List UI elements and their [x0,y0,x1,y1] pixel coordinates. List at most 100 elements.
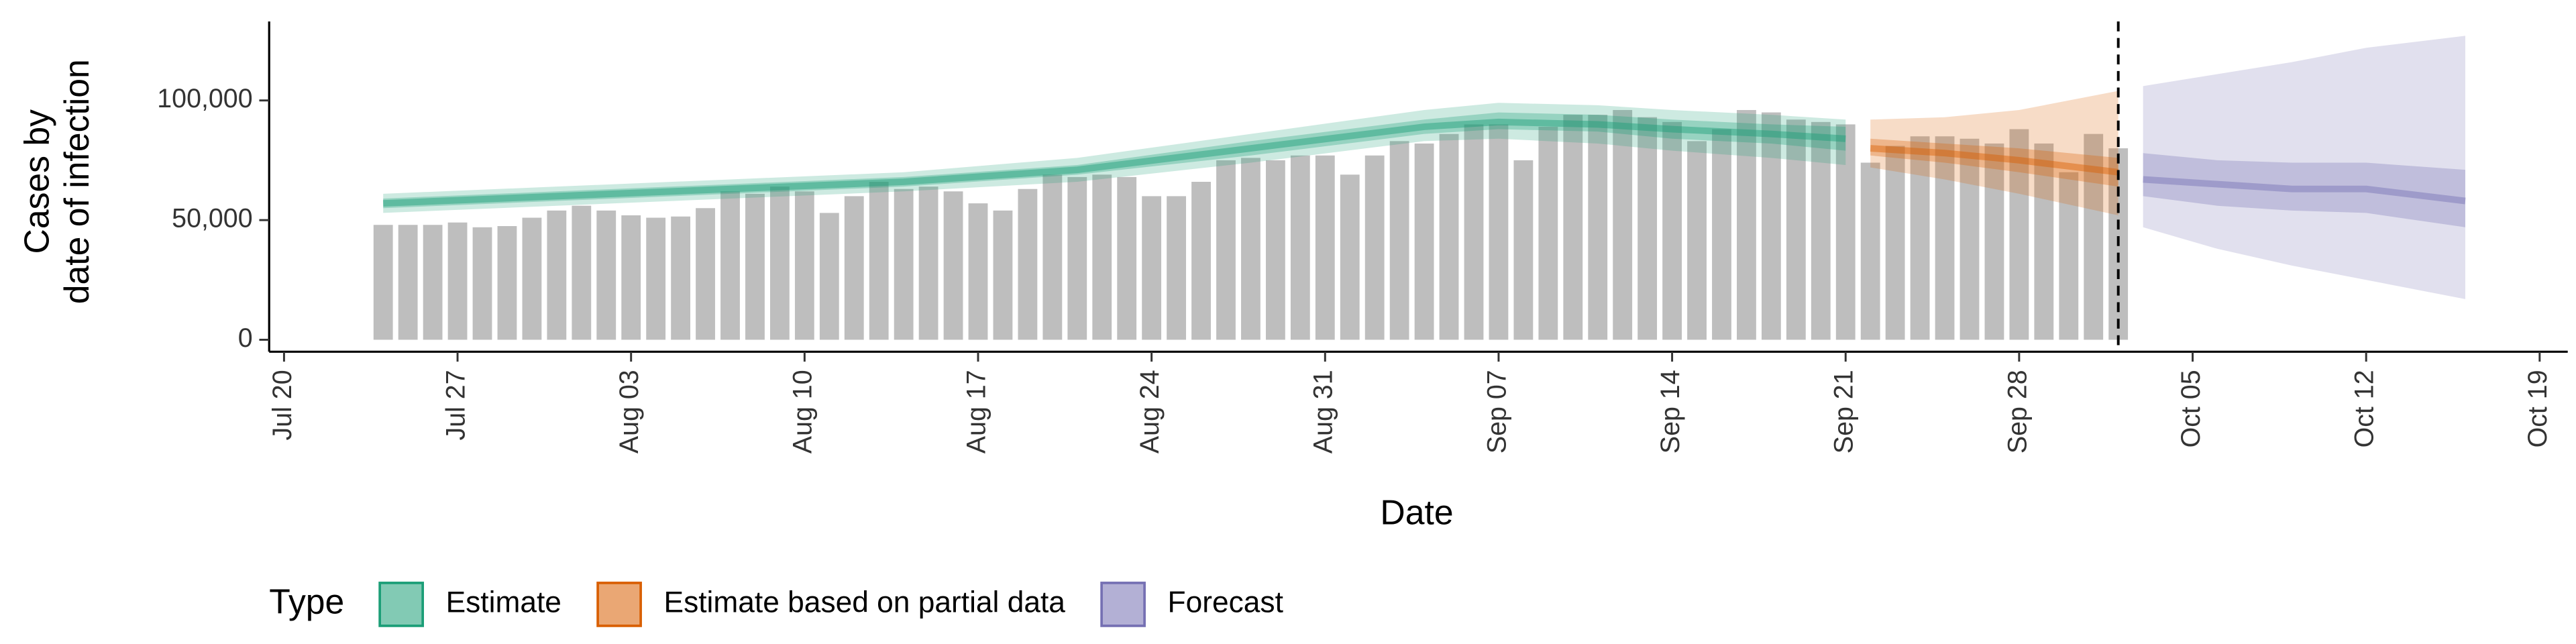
bar [993,210,1013,340]
bar [1414,143,1434,340]
bar [918,186,938,340]
bar [943,191,963,340]
bar [1489,124,1509,340]
bar [1340,174,1360,340]
y-axis-title: date of infection [57,59,96,304]
bar [968,203,988,340]
x-tick-label: Oct 05 [2176,370,2206,447]
bar [1935,136,1955,340]
bar [1216,160,1236,340]
bar [1910,136,1930,340]
bar [2084,133,2104,340]
legend-label: Forecast [1168,586,1283,619]
bar [1018,189,1038,340]
bar [1042,174,1063,340]
bar [447,222,468,340]
legend-key [1100,582,1146,627]
x-tick-label: Jul 20 [268,370,297,440]
x-tick-label: Sep 14 [1656,370,1685,453]
outer-ribbon [1870,91,2118,215]
legend-key [378,582,424,627]
bar [1613,109,1633,340]
bar [1117,176,1137,340]
legend-label: Estimate [446,586,561,619]
x-tick-label: Aug 31 [1309,370,1338,453]
bar [497,226,517,340]
bar [1389,141,1409,340]
bar [844,196,864,340]
bar [1142,196,1162,340]
legend-label: Estimate based on partial data [664,586,1066,619]
bar [1588,115,1608,340]
inner-ribbon [383,112,1846,209]
bar [1638,117,1658,340]
bar [522,217,542,340]
bar [794,191,814,340]
bar [819,213,839,340]
bar [1860,162,1880,340]
x-tick-label: Sep 21 [1829,370,1859,453]
median-line [2143,176,2466,205]
bar [646,217,666,340]
bar [1191,182,1211,340]
bar [1167,196,1187,340]
x-tick-label: Oct 19 [2523,370,2553,447]
bar [2034,143,2054,340]
x-tick-label: Sep 07 [1482,370,1511,453]
x-tick-label: Oct 12 [2350,370,2379,447]
y-axis-title: Cases by [17,109,56,254]
x-tick-label: Sep 28 [2002,370,2032,453]
bar [671,216,691,340]
bar [547,210,567,340]
bar [2009,129,2029,340]
bar [398,225,418,340]
bar [1960,138,1980,340]
bar [472,227,492,340]
bar [1290,155,1310,340]
outer-ribbon [383,103,1846,213]
y-tick-label: 50,000 [172,204,252,233]
bar [2059,172,2079,340]
x-tick-label: Aug 17 [961,370,991,453]
bar [745,193,765,340]
median-line [1870,145,2119,176]
bar [1563,115,1583,340]
bar [696,208,715,340]
bar [1712,129,1731,340]
bar [1984,143,2004,340]
inner-ribbon [1870,138,2118,187]
bar [1835,124,1856,340]
bar [423,225,443,340]
legend-key [596,582,642,627]
x-tick-label: Jul 27 [441,370,470,440]
bar [1067,176,1087,340]
bar [1811,121,1831,340]
bar [769,186,790,340]
x-axis-title: Date [1380,493,1453,532]
y-tick-label: 100,000 [157,84,252,113]
bar [1687,141,1707,340]
bar [1885,146,1905,340]
y-tick-label: 0 [238,323,253,353]
x-tick-label: Aug 03 [614,370,644,453]
bar [1761,112,1781,340]
bar [1662,121,1682,340]
bar [1439,133,1459,340]
bar [1315,155,1335,340]
bar [1364,155,1385,340]
bar [720,191,740,340]
legend-title: Type [269,582,344,621]
bar [1786,119,1806,340]
bar [1513,160,1534,340]
bar [1265,160,1285,340]
bar [894,189,914,340]
bar [572,205,592,340]
bar [1092,174,1112,340]
outer-ribbon [2143,36,2465,299]
x-tick-label: Aug 10 [788,370,818,453]
bar [373,225,393,340]
inner-ribbon [2143,153,2465,227]
bar [1241,158,1260,340]
